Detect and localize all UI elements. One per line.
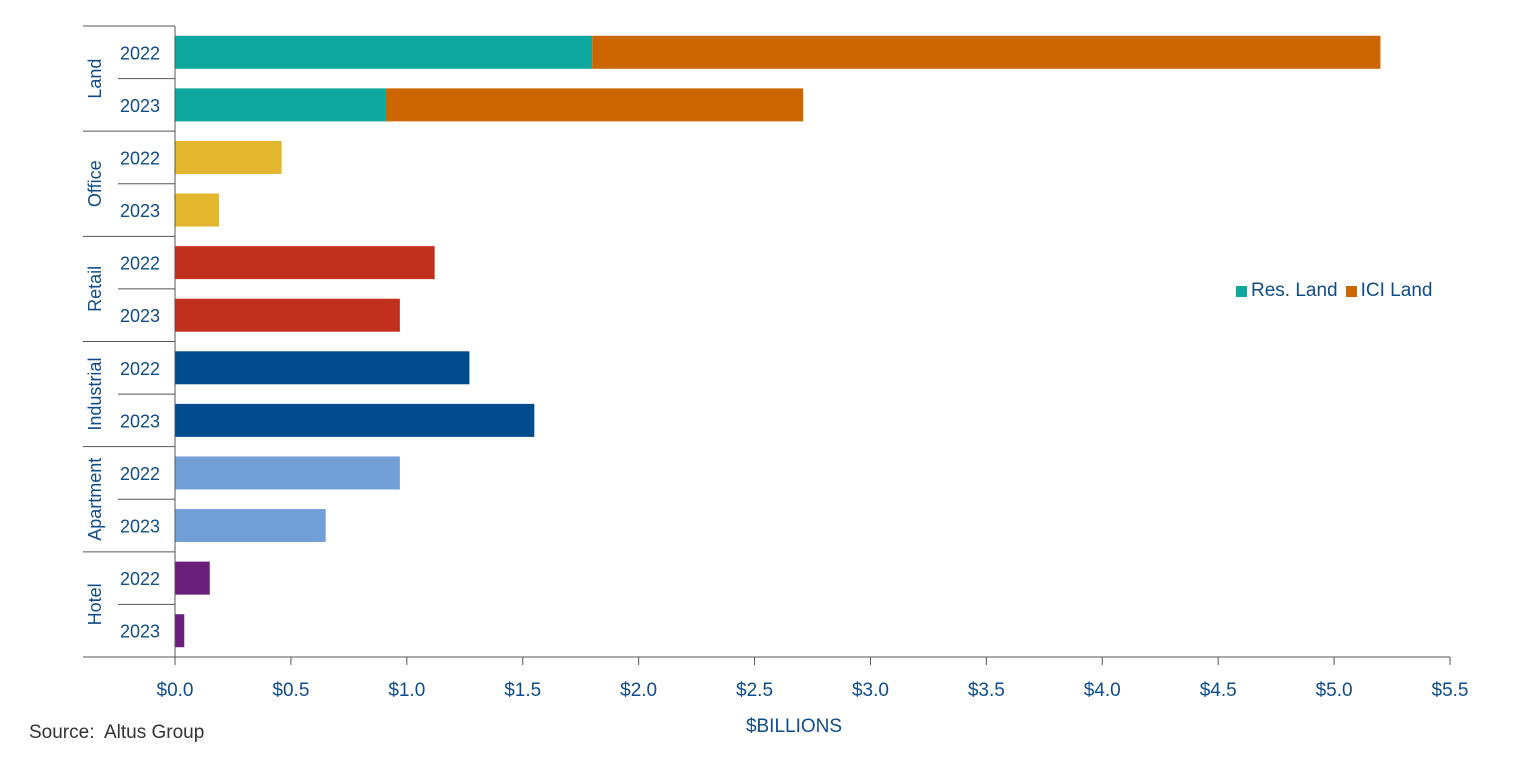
x-tick-label-6: $3.0: [852, 680, 889, 701]
x-tick-label-7: $3.5: [968, 680, 1005, 701]
legend-swatch-ici-land: [1345, 285, 1357, 297]
x-axis-title: $BILLIONS: [745, 716, 843, 737]
legend-swatch-res-land: [1236, 285, 1247, 297]
year-label-industrial-2023: 2023: [120, 411, 160, 431]
bar-hotel-2022-hotel: [175, 561, 210, 595]
group-label-retail: Retail: [85, 266, 105, 312]
bar-land-2023-ici-land: [385, 88, 804, 122]
bar-land-2022-ici-land: [592, 35, 1381, 69]
bar-industrial-2022-industrial: [175, 351, 470, 385]
x-tick-label-3: $1.5: [504, 680, 541, 701]
group-label-apartment: Apartment: [85, 458, 105, 541]
x-tick-label-11: $5.5: [1432, 680, 1469, 701]
bar-hotel-2023-hotel: [175, 614, 185, 648]
year-label-industrial-2022: 2022: [120, 359, 160, 379]
bar-retail-2023-retail: [175, 298, 400, 332]
legend-item-res-land: Res. Land: [1236, 280, 1338, 302]
year-label-hotel-2022: 2022: [120, 569, 160, 589]
x-tick-label-4: $2.0: [620, 680, 657, 701]
legend-label-ici-land: ICI Land: [1360, 280, 1433, 301]
group-label-industrial: Industrial: [85, 358, 105, 431]
x-tick-label-5: $2.5: [736, 680, 773, 701]
bar-office-2022-office: [175, 140, 282, 174]
bar-retail-2022-retail: [175, 246, 435, 280]
x-tick-label-9: $4.5: [1200, 680, 1237, 701]
year-label-land-2023: 2023: [120, 96, 160, 116]
source-note: Source: Altus Group: [29, 722, 205, 743]
year-label-land-2022: 2022: [120, 43, 160, 63]
bar-land-2023-res-land: [175, 88, 386, 122]
bar-land-2022-res-land: [175, 35, 593, 69]
group-label-office: Office: [85, 160, 105, 207]
year-label-office-2022: 2022: [120, 148, 160, 168]
group-label-hotel: Hotel: [85, 583, 105, 625]
year-label-retail-2023: 2023: [120, 306, 160, 326]
x-tick-label-2: $1.0: [388, 680, 425, 701]
bar-office-2023-office: [175, 193, 220, 227]
x-tick-label-10: $5.0: [1316, 680, 1353, 701]
year-label-retail-2022: 2022: [120, 254, 160, 274]
bar-industrial-2023-industrial: [175, 403, 535, 437]
bar-apartment-2023-apartment: [175, 509, 326, 543]
group-label-land: Land: [85, 59, 105, 99]
year-label-office-2023: 2023: [120, 201, 160, 221]
year-label-apartment-2022: 2022: [120, 464, 160, 484]
legend-label-res-land: Res. Land: [1251, 280, 1338, 301]
x-tick-label-8: $4.0: [1084, 680, 1121, 701]
x-tick-label-1: $0.5: [272, 680, 309, 701]
x-tick-label-0: $0.0: [157, 680, 194, 701]
year-label-apartment-2023: 2023: [120, 517, 160, 537]
bar-apartment-2022-apartment: [175, 456, 400, 490]
chart-legend: Res. Land ICI Land: [1236, 280, 1440, 302]
legend-item-ici-land: ICI Land: [1345, 280, 1433, 302]
year-label-hotel-2023: 2023: [120, 622, 160, 642]
